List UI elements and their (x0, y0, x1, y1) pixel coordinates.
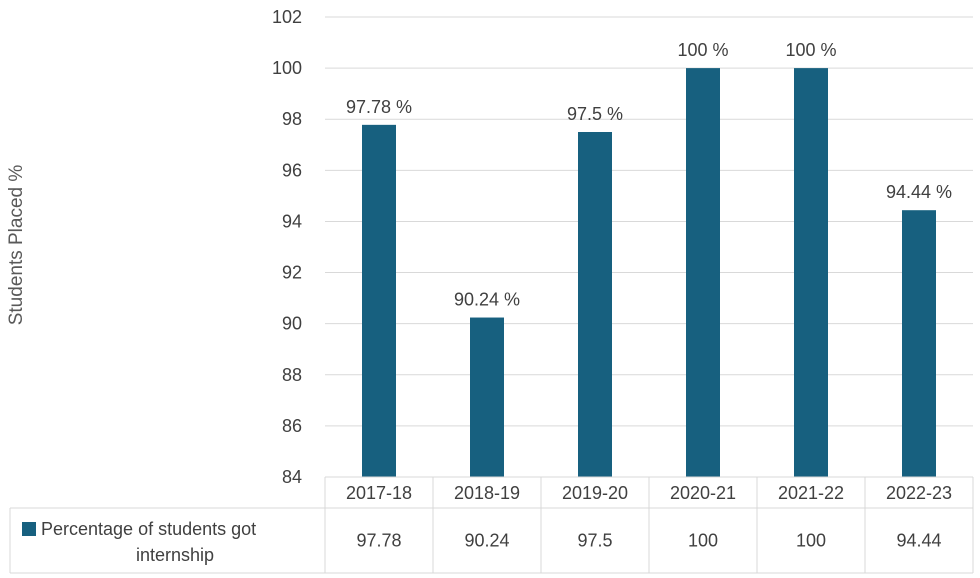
y-tick-label: 84 (282, 467, 302, 487)
y-tick-label: 90 (282, 314, 302, 334)
bar (902, 210, 936, 477)
data-label: 90.24 % (454, 290, 520, 310)
y-tick-label: 88 (282, 365, 302, 385)
bar (470, 317, 504, 477)
y-tick-label: 100 (272, 58, 302, 78)
data-label: 97.5 % (567, 104, 623, 124)
gridlines (325, 16, 973, 427)
y-tick-label: 86 (282, 416, 302, 436)
x-category-label: 2021-22 (778, 483, 844, 503)
x-category-label: 2017-18 (346, 483, 412, 503)
data-label: 94.44 % (886, 182, 952, 202)
legend-key (22, 522, 36, 536)
data-label: 100 % (785, 40, 836, 60)
y-tick-label: 94 (282, 211, 302, 231)
bar (686, 68, 720, 477)
x-category-label: 2019-20 (562, 483, 628, 503)
y-tick-label: 92 (282, 263, 302, 283)
y-tick-label: 102 (272, 7, 302, 27)
y-axis-ticks: 84 86 88 90 92 94 96 98 100 102 (272, 7, 302, 487)
table-value-cell: 94.44 (896, 531, 941, 551)
table-value-cell: 100 (796, 531, 826, 551)
x-category-label: 2022-23 (886, 483, 952, 503)
bars (362, 68, 936, 477)
data-table: 2017-18 97.78 2018-19 90.24 2019-20 97.5 2020-… (9, 476, 974, 574)
y-tick-label: 96 (282, 160, 302, 180)
bar (362, 124, 396, 477)
data-label: 97.78 % (346, 97, 412, 117)
data-label: 100 % (677, 40, 728, 60)
data-labels: 97.78 % 90.24 % 97.5 % 100 % 100 % 94.44 % (346, 40, 952, 309)
y-axis-title: Students Placed % (6, 165, 27, 326)
table-value-cell: 90.24 (464, 531, 509, 551)
table-value-cell: 100 (688, 531, 718, 551)
table-value-cell: 97.5 (577, 531, 612, 551)
table-row-label: internship (136, 545, 214, 565)
bar (794, 68, 828, 477)
x-category-label: 2018-19 (454, 483, 520, 503)
table-row-label: Percentage of students got (41, 519, 256, 539)
bar (578, 132, 612, 477)
x-category-label: 2020-21 (670, 483, 736, 503)
y-tick-label: 98 (282, 109, 302, 129)
table-value-cell: 97.78 (356, 531, 401, 551)
